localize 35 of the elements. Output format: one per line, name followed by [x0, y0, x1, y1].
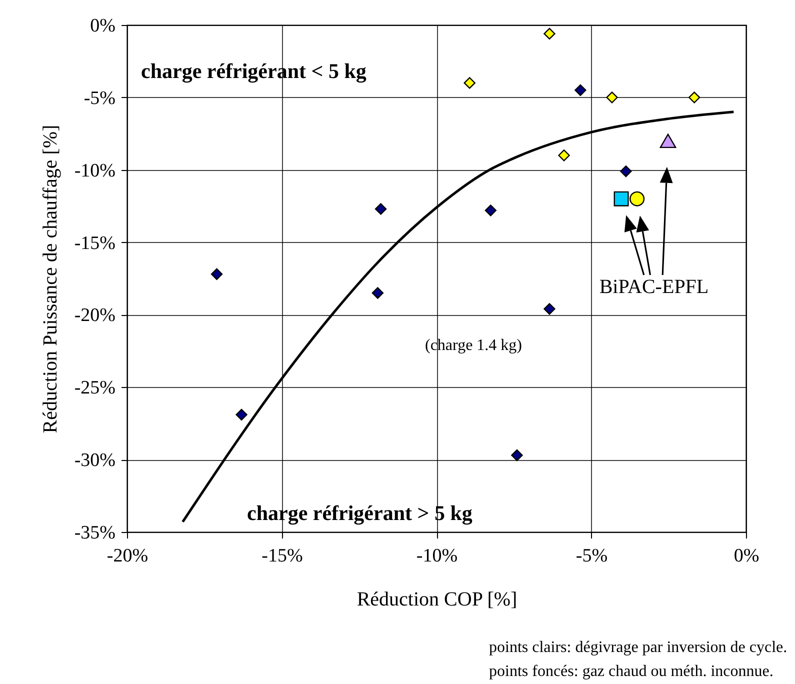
point	[464, 77, 476, 89]
point	[544, 303, 556, 315]
text: points foncés: gaz chaud ou méth. inconnue.	[489, 663, 774, 680]
y-tick-label: -25%	[74, 378, 116, 399]
point	[630, 191, 645, 206]
point	[660, 134, 676, 148]
y-tick-label: -30%	[74, 450, 116, 472]
y-tick-label: -20%	[74, 305, 116, 326]
point	[620, 165, 632, 178]
point	[374, 203, 387, 215]
y-tick-label: 0%	[90, 16, 116, 36]
point	[614, 191, 629, 206]
y-tick-label: -10%	[74, 160, 116, 182]
x-tick-label: -5%	[576, 546, 608, 566]
y-tick-label: -15%	[74, 232, 116, 254]
y-tick-label: -5%	[84, 88, 116, 109]
point	[210, 268, 223, 280]
y-axis-title: Réduction Puissance de chauffage [%]	[39, 124, 62, 434]
x-axis-title: Réduction COP [%]	[356, 588, 518, 610]
x-tick-label: -10%	[416, 546, 458, 566]
point	[484, 204, 497, 216]
x-tick-label: -15%	[262, 546, 303, 566]
point	[236, 408, 248, 421]
point	[511, 449, 523, 462]
point	[606, 92, 618, 104]
x-tick-label: 0%	[734, 546, 760, 566]
point	[372, 287, 384, 299]
point	[688, 92, 700, 104]
text: points clairs: dégivrage par inversion de cycle.	[489, 639, 788, 656]
y-tick-label: -35%	[74, 522, 116, 544]
point	[574, 84, 586, 96]
point	[558, 150, 570, 162]
point	[544, 28, 556, 40]
x-tick-label: -20%	[106, 546, 148, 566]
annotation: BiPAC-EPFL	[599, 276, 709, 298]
